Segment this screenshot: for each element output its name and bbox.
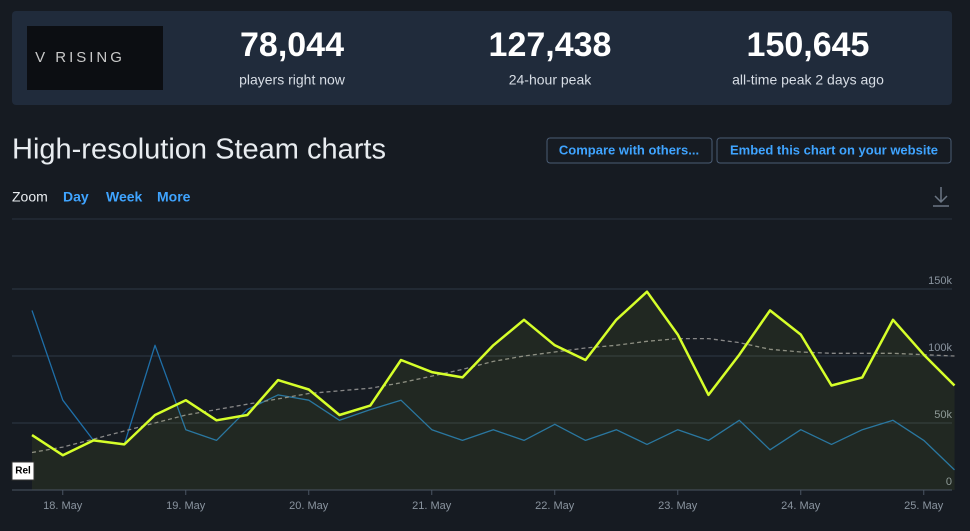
x-tick-label: 23. May [658,500,698,512]
zoom-label: Zoom [12,189,48,205]
game-logo [27,26,163,90]
y-tick-label: 0 [946,476,952,488]
series-line [31,290,956,457]
stat-label: all-time peak 2 days ago [732,72,884,88]
x-tick-label: 25. May [904,500,944,512]
download-icon[interactable] [933,187,949,207]
stat-label: 24-hour peak [509,72,593,88]
series-area [32,291,955,490]
annotation: Rel [15,466,31,477]
compare-button[interactable] [546,137,713,164]
y-tick-label: 150k [928,275,952,287]
zoom-option[interactable]: More [157,189,191,205]
stat-value: 150,645 [747,26,870,64]
stat-value: 127,438 [489,26,612,64]
y-tick-label: 50k [934,409,952,421]
zoom-option[interactable]: Week [106,189,143,205]
y-tick-label: 100k [928,342,952,354]
embed-button-label[interactable]: Embed this chart on your website [730,142,938,157]
embed-button[interactable] [716,137,952,164]
x-tick-label: 22. May [535,500,575,512]
zoom-option[interactable]: Day [63,189,89,205]
plot: 0 50k 100k 150k 18. May 19. May 20. May 21. May… [11,275,956,512]
x-tick-label: 21. May [412,500,452,512]
series-line [31,310,955,471]
section-title: High-resolution Steam charts [12,134,386,166]
x-tick-label: 24. May [781,500,821,512]
annotation-box [11,461,35,481]
header-panel [12,11,952,105]
x-tick-label: 20. May [289,500,329,512]
stat-value: 78,044 [240,26,344,64]
stat-label: players right now [239,72,346,88]
series-line [31,337,955,454]
logo-text: V RISING [35,49,125,66]
compare-button-label[interactable]: Compare with others... [559,142,699,157]
x-tick-label: 19. May [166,500,206,512]
x-tick-label: 18. May [43,500,83,512]
